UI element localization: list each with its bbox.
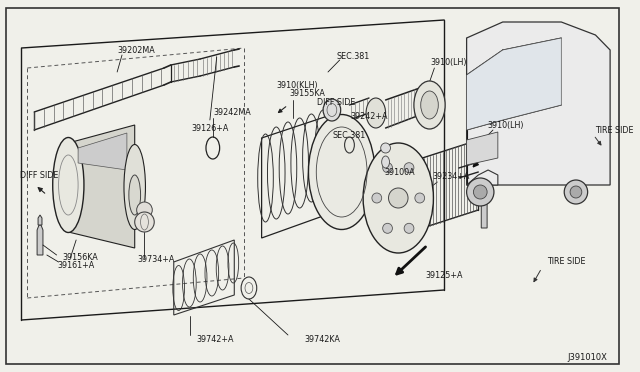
Text: 39202MA: 39202MA (118, 45, 156, 55)
Text: 3910(LH): 3910(LH) (488, 121, 524, 129)
Polygon shape (467, 170, 498, 185)
Ellipse shape (52, 138, 84, 232)
Ellipse shape (420, 91, 438, 119)
Polygon shape (467, 22, 610, 185)
Polygon shape (482, 190, 486, 200)
Text: 39156KA: 39156KA (62, 253, 98, 263)
Circle shape (137, 202, 152, 218)
Circle shape (383, 223, 392, 233)
Circle shape (383, 163, 392, 173)
Ellipse shape (124, 144, 145, 230)
Text: 39242+A: 39242+A (350, 112, 388, 121)
Text: 39100A: 39100A (385, 167, 415, 176)
Ellipse shape (129, 175, 141, 215)
Text: 39242MA: 39242MA (214, 108, 252, 116)
Text: 39161+A: 39161+A (58, 260, 95, 269)
Polygon shape (78, 133, 127, 170)
Circle shape (134, 212, 154, 232)
Text: 39742KA: 39742KA (304, 336, 340, 344)
Ellipse shape (366, 98, 385, 128)
Circle shape (564, 180, 588, 204)
Ellipse shape (374, 158, 422, 238)
Text: J391010X: J391010X (567, 353, 607, 362)
Circle shape (474, 185, 487, 199)
Polygon shape (68, 125, 134, 248)
Ellipse shape (363, 143, 433, 253)
Text: 39126+A: 39126+A (191, 124, 228, 132)
Text: 39734+A: 39734+A (138, 256, 175, 264)
Text: DIFF SIDE: DIFF SIDE (317, 97, 356, 106)
Text: 3910(KLH): 3910(KLH) (277, 80, 319, 90)
Circle shape (388, 188, 408, 208)
Text: 39234+A: 39234+A (432, 171, 470, 180)
Text: DIFF SIDE: DIFF SIDE (20, 170, 58, 180)
Polygon shape (38, 215, 42, 225)
Circle shape (570, 186, 582, 198)
Circle shape (372, 193, 381, 203)
Text: TIRE SIDE: TIRE SIDE (595, 125, 634, 135)
Text: 39155KA: 39155KA (289, 89, 325, 97)
Circle shape (381, 143, 390, 153)
Circle shape (467, 178, 494, 206)
Polygon shape (481, 200, 487, 228)
Polygon shape (467, 132, 498, 165)
Circle shape (415, 193, 424, 203)
Text: SEC.381: SEC.381 (333, 131, 366, 140)
Text: 39742+A: 39742+A (196, 336, 234, 344)
Ellipse shape (323, 99, 340, 121)
Text: 3910(LH): 3910(LH) (431, 58, 467, 67)
Polygon shape (467, 38, 561, 130)
Circle shape (404, 163, 414, 173)
Text: TIRE SIDE: TIRE SIDE (547, 257, 585, 266)
Ellipse shape (381, 156, 390, 168)
Ellipse shape (414, 81, 445, 129)
Polygon shape (37, 225, 43, 255)
Polygon shape (6, 8, 619, 364)
Ellipse shape (308, 115, 375, 230)
Text: SEC.381: SEC.381 (337, 51, 370, 61)
Text: 39125+A: 39125+A (426, 270, 463, 279)
Circle shape (404, 223, 414, 233)
